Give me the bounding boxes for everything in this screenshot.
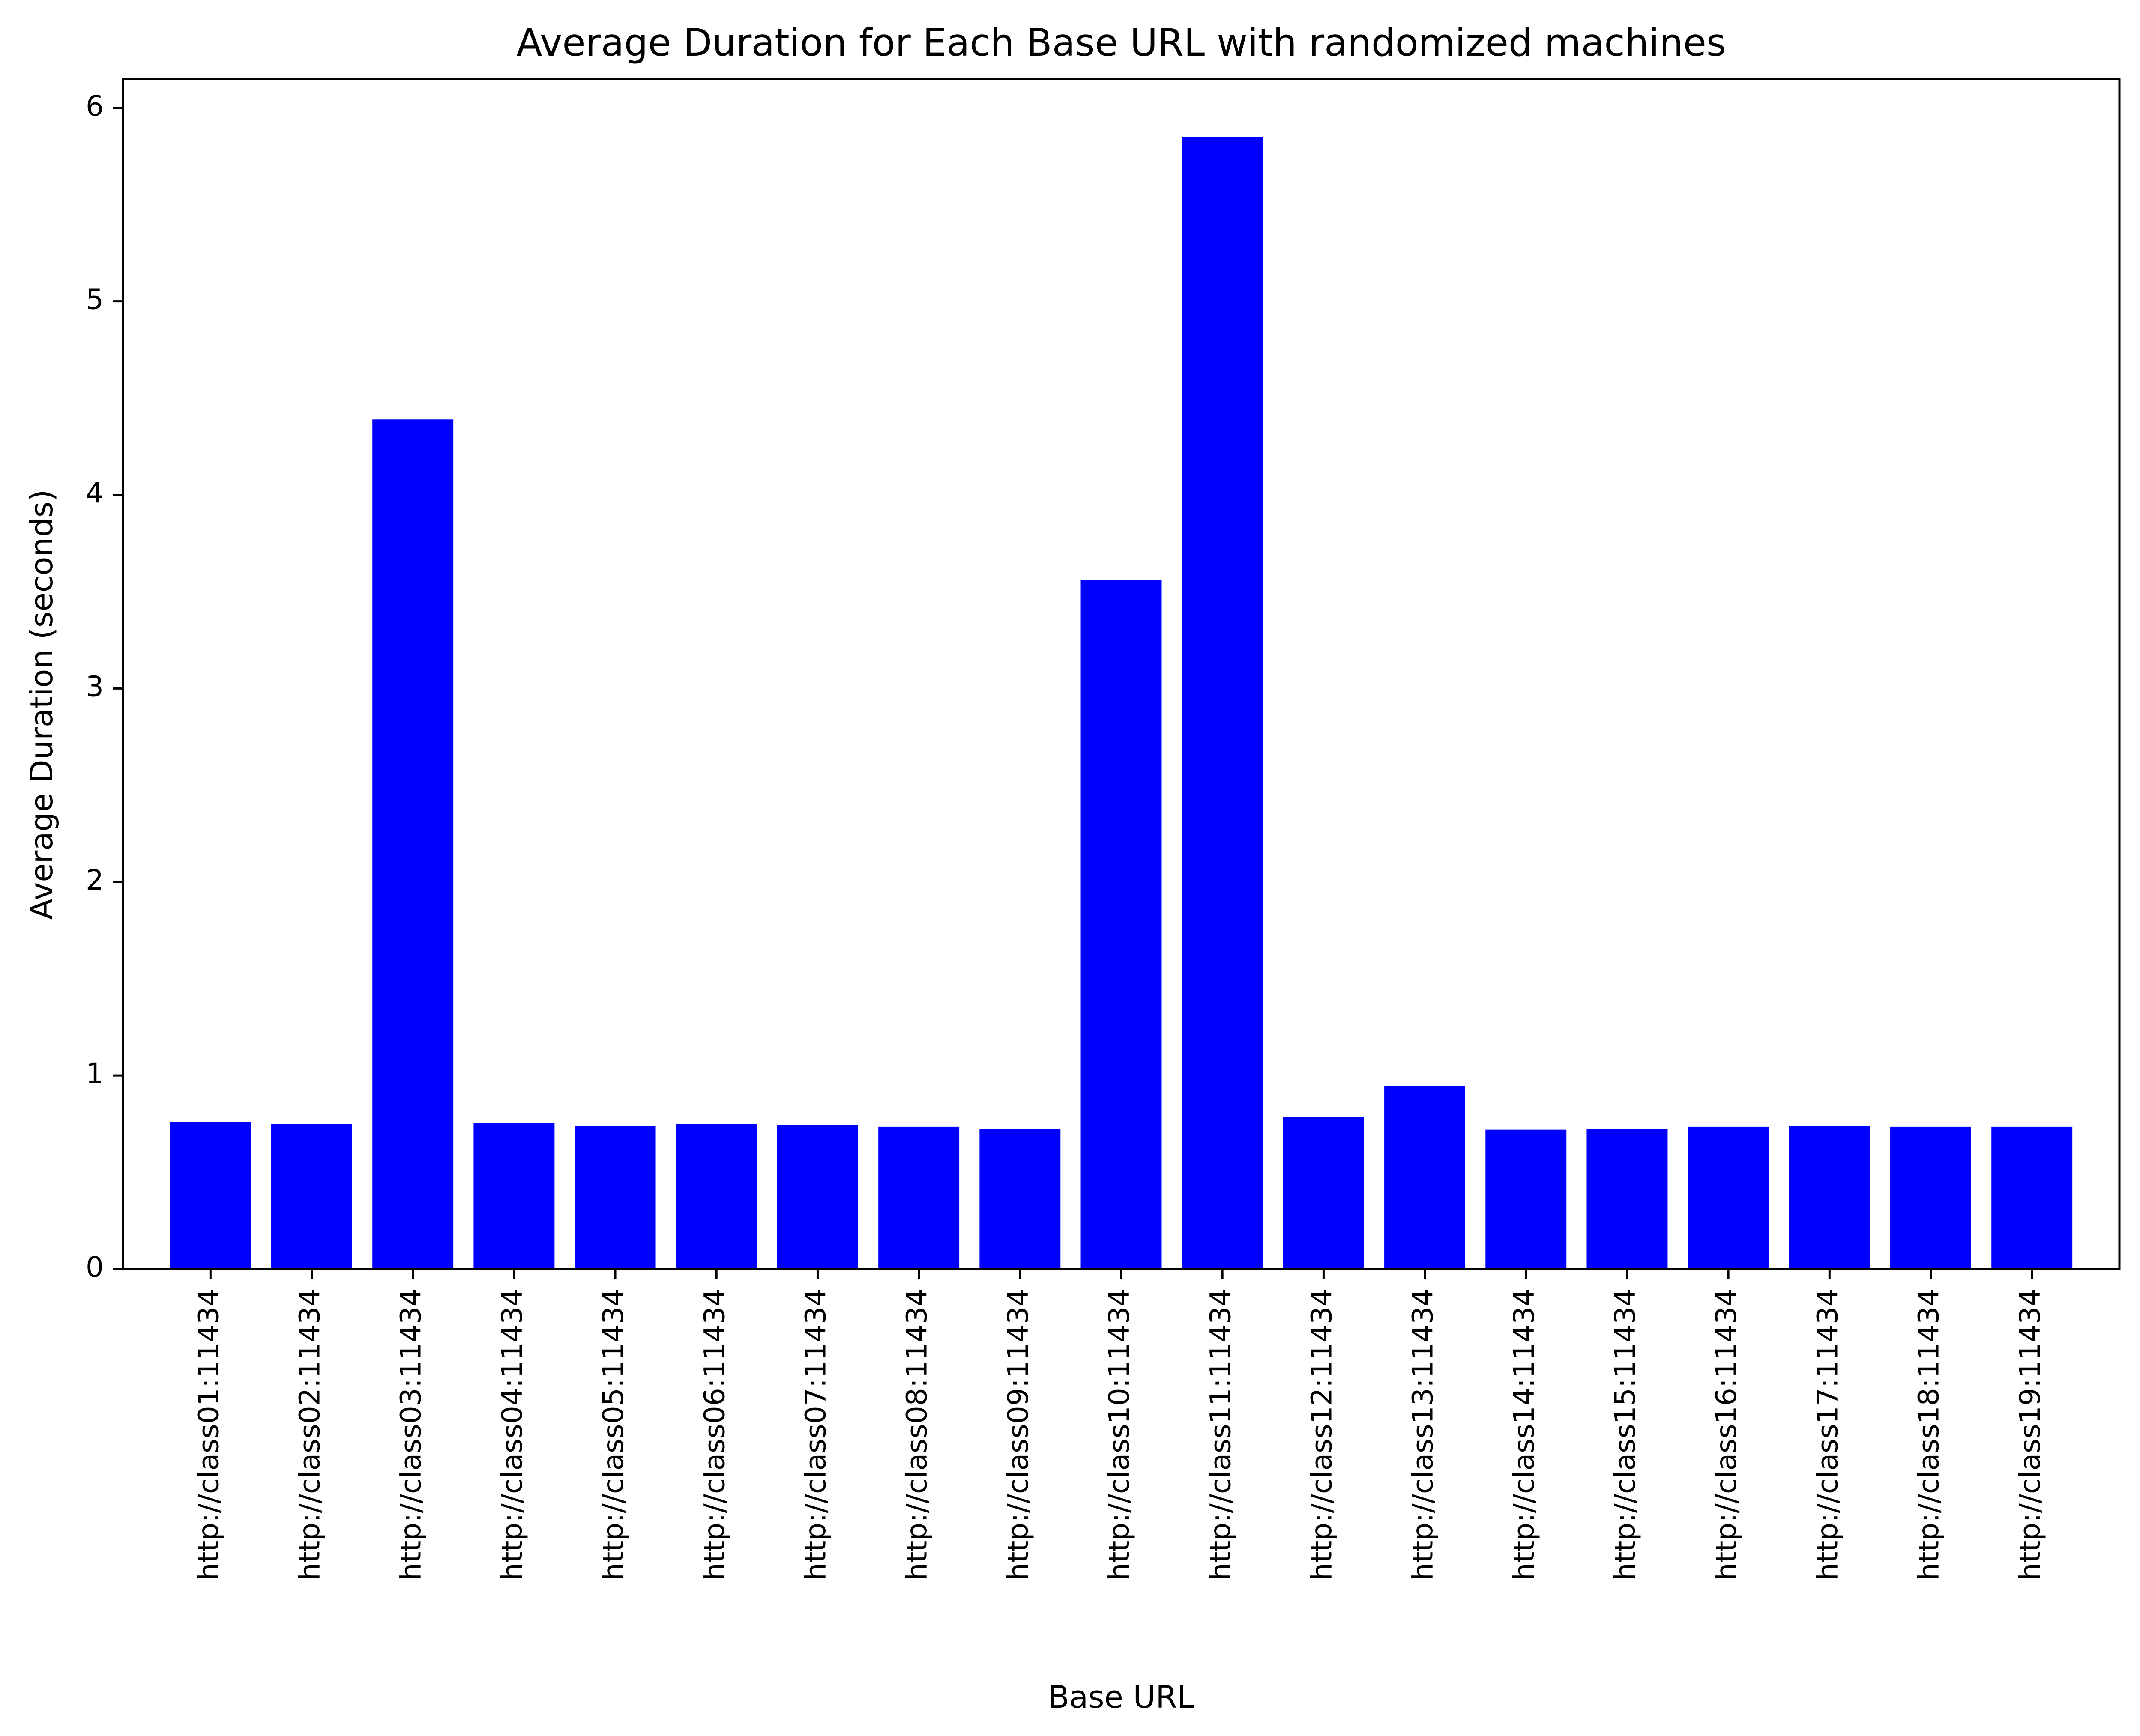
x-tick-label: http://class05:11434 [597,1288,630,1581]
x-axis-ticks: http://class01:11434 http://class02:11434… [192,1269,2047,1581]
y-axis-ticks: 0 1 2 3 4 5 6 [86,90,123,1284]
x-axis-label: Base URL [1048,1679,1194,1715]
y-tick-label: 5 [86,283,104,316]
x-tick-label: http://class07:11434 [799,1288,832,1581]
x-tick-label: http://class17:11434 [1811,1288,1844,1581]
y-tick-label: 6 [86,90,104,123]
bar [1080,580,1162,1269]
x-tick-label: http://class12:11434 [1305,1288,1338,1581]
bar [271,1124,352,1269]
x-tick-label: http://class01:11434 [192,1288,225,1581]
bar [1586,1129,1668,1269]
x-tick-label: http://class08:11434 [901,1288,934,1581]
x-tick-label: http://class15:11434 [1609,1288,1642,1581]
y-tick-label: 2 [86,864,104,896]
x-tick-label: http://class19:11434 [2014,1288,2047,1581]
bar [575,1126,656,1269]
bar [170,1122,251,1269]
x-tick-label: http://class03:11434 [395,1288,428,1581]
y-tick-label: 0 [86,1251,104,1284]
bar [372,419,454,1270]
bar [473,1123,555,1269]
bar [676,1124,757,1269]
bar [1890,1126,1971,1269]
bars-group [170,137,2073,1270]
bar [1991,1126,2073,1269]
x-tick-label: http://class18:11434 [1913,1288,1945,1581]
x-tick-label: http://class14:11434 [1508,1288,1541,1581]
bar [1283,1117,1364,1269]
y-tick-label: 3 [86,670,104,703]
bar [1789,1126,1870,1269]
bar [1688,1126,1769,1269]
bar [777,1125,858,1269]
chart-title: Average Duration for Each Base URL with … [516,21,1726,65]
bar [1182,137,1263,1269]
bar [1485,1129,1567,1269]
x-tick-label: http://class11:11434 [1204,1288,1237,1581]
x-tick-label: http://class09:11434 [1002,1288,1035,1581]
x-tick-label: http://class02:11434 [293,1288,326,1581]
x-tick-label: http://class16:11434 [1710,1288,1743,1581]
x-tick-label: http://class10:11434 [1103,1288,1136,1581]
bar [979,1129,1061,1269]
bar [1384,1086,1466,1269]
y-axis-label: Average Duration (seconds) [24,490,60,920]
y-tick-label: 1 [86,1057,104,1090]
x-tick-label: http://class04:11434 [496,1288,529,1581]
bar [878,1126,960,1269]
x-tick-label: http://class13:11434 [1407,1288,1440,1581]
y-tick-label: 4 [86,477,104,510]
x-tick-label: http://class06:11434 [698,1288,731,1581]
